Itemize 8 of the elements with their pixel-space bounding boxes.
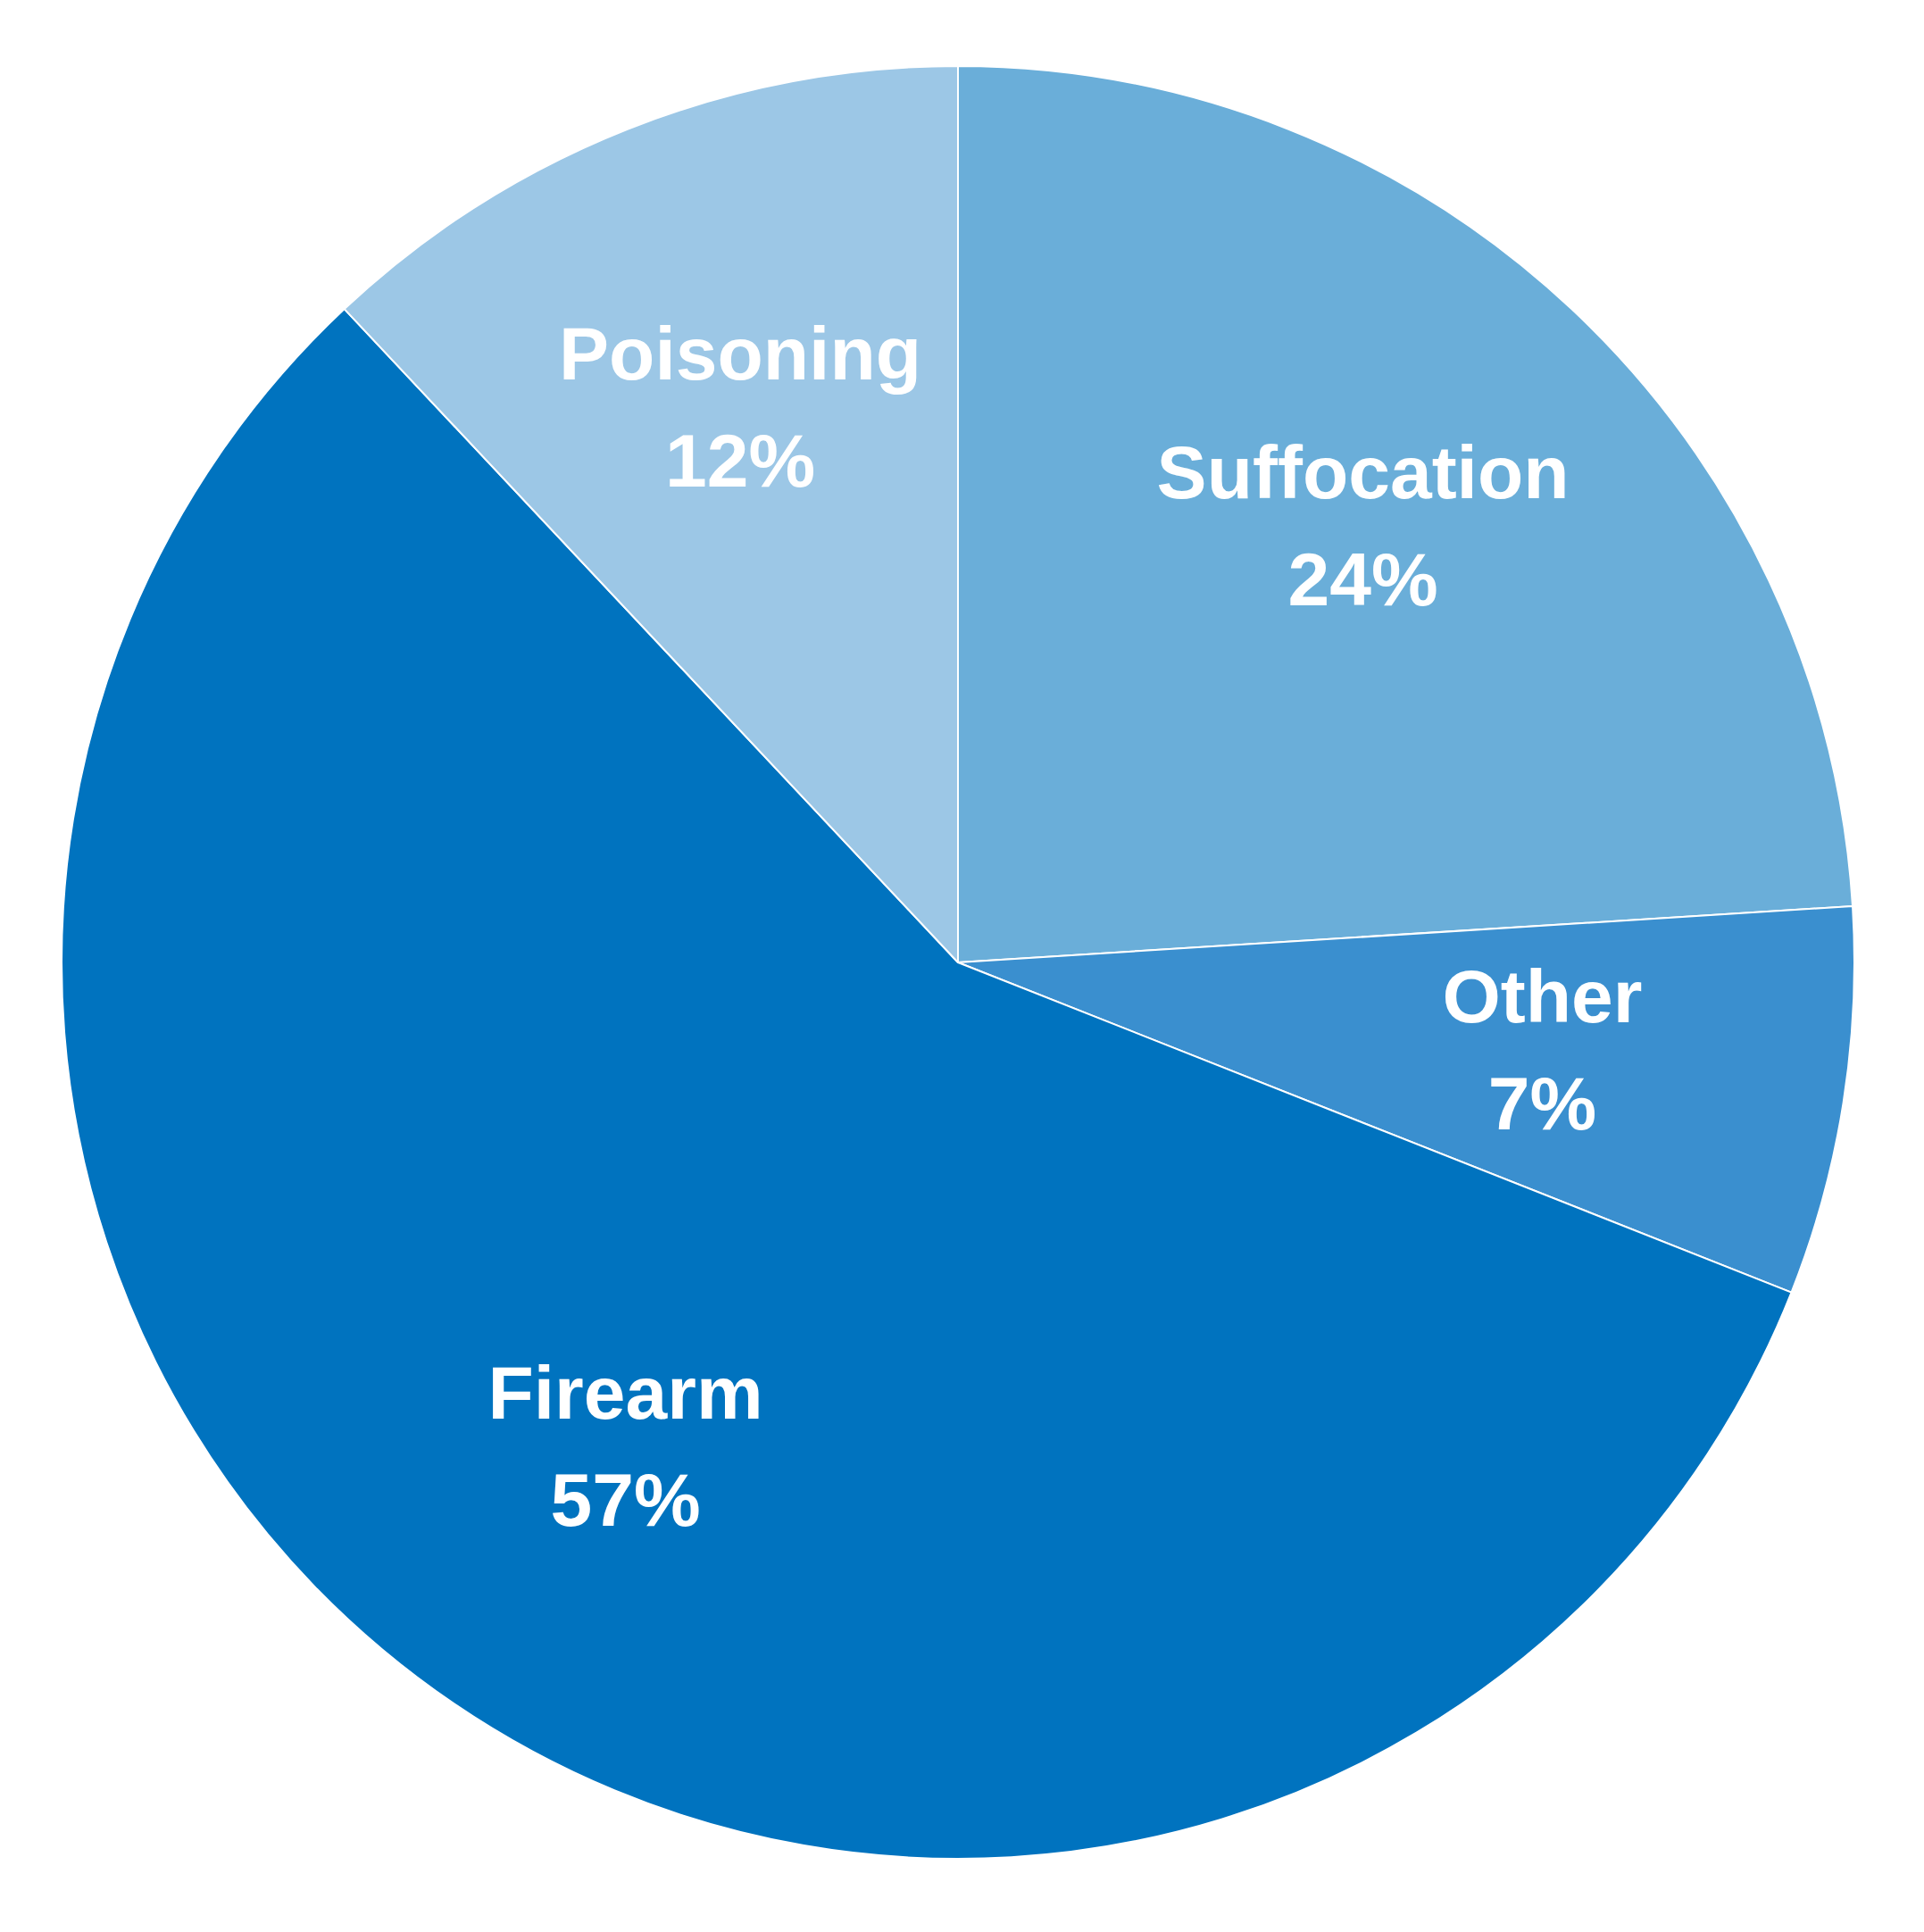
slice-label: Firearm [487,1351,763,1436]
data-label: 7% [1487,1061,1597,1145]
slice-label: Suffocation [1156,430,1570,515]
data-label: 57% [550,1458,701,1543]
data-label: 24% [1287,537,1438,622]
slice-label: Other [1442,954,1643,1038]
slice-label: Poisoning [559,312,922,396]
data-label: 12% [665,419,816,504]
